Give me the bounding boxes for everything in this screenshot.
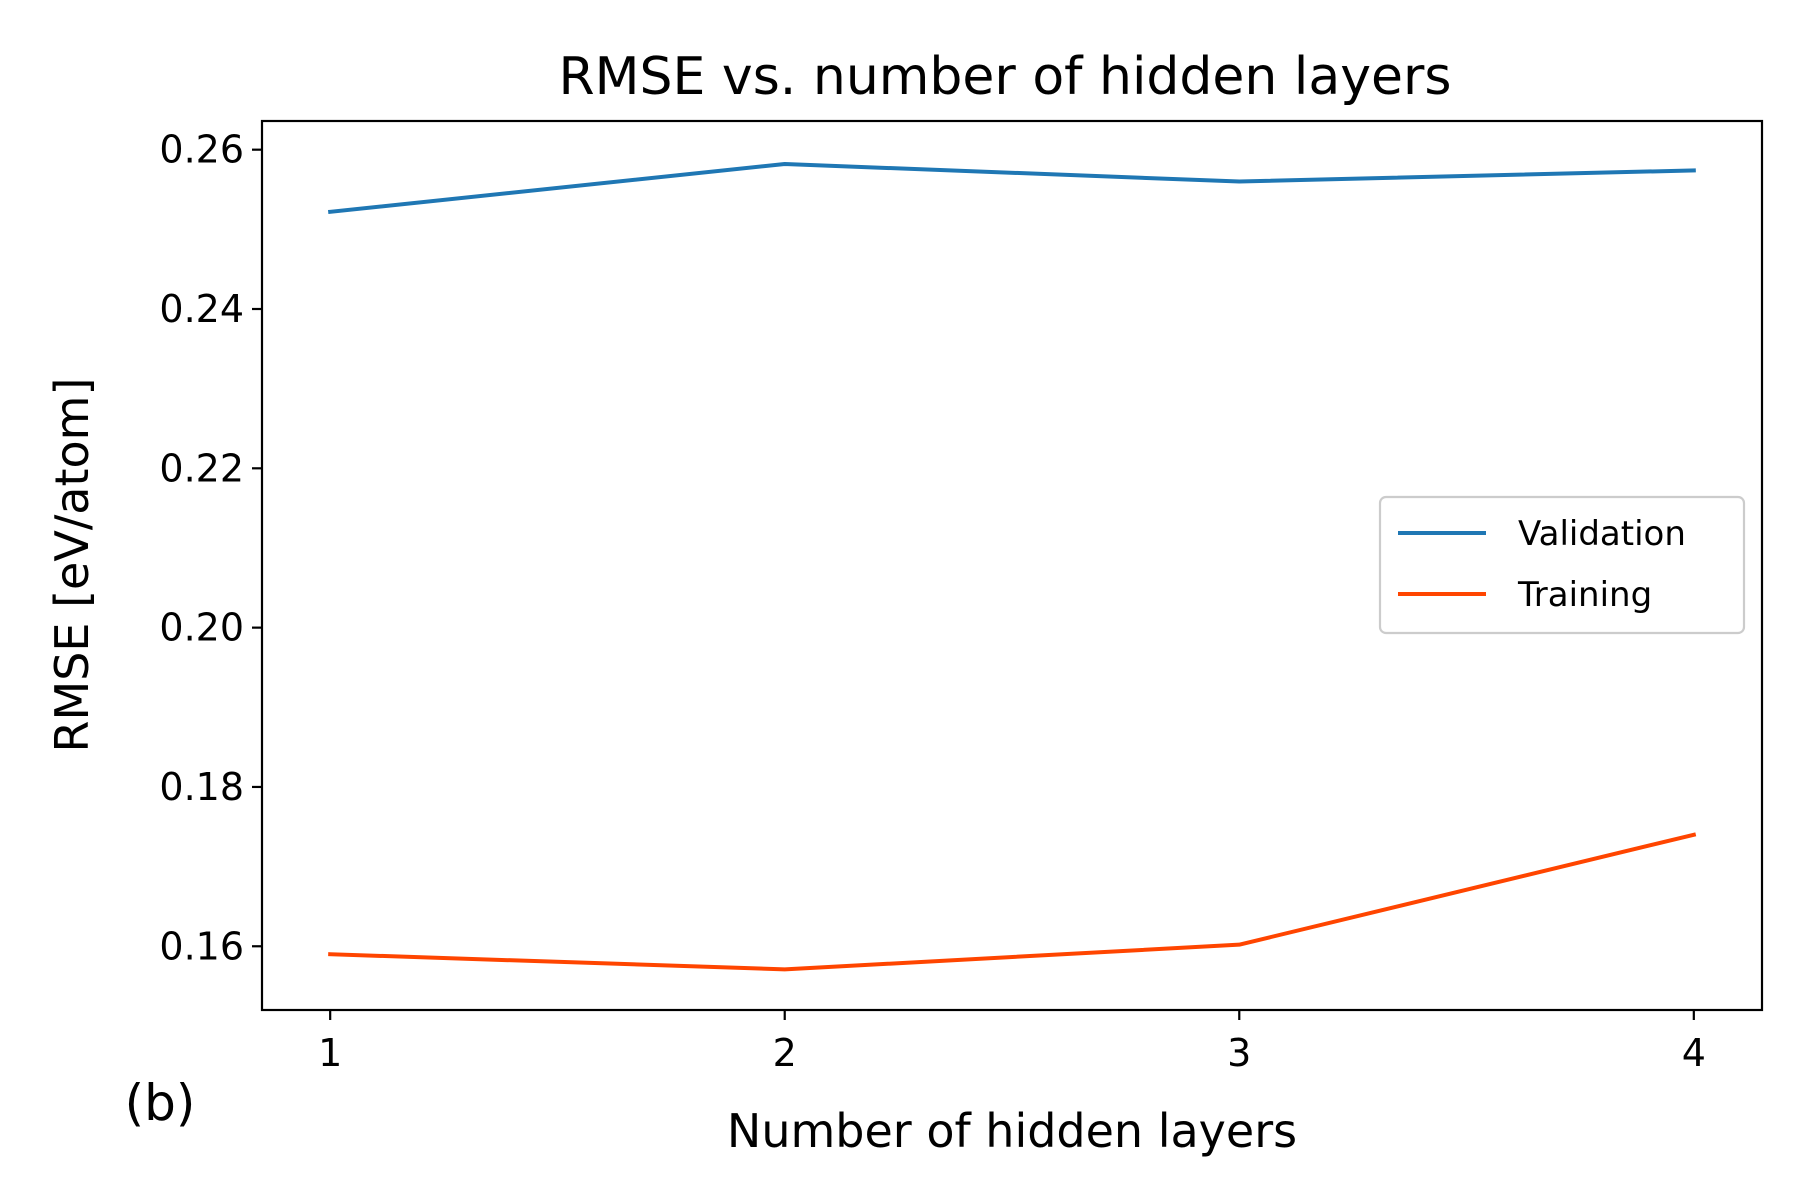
x-tick-label: 3	[1227, 1031, 1251, 1075]
y-tick-label: 0.26	[159, 128, 244, 172]
x-tick-label: 1	[318, 1031, 342, 1075]
y-tick-label: 0.24	[159, 287, 244, 331]
x-tick-label: 4	[1682, 1031, 1706, 1075]
x-axis-label: Number of hidden layers	[727, 1104, 1297, 1158]
x-tick-label: 2	[773, 1031, 797, 1075]
legend-label-training: Training	[1517, 575, 1652, 615]
y-axis-label: RMSE [eV/atom]	[45, 378, 99, 753]
legend: Validation Training	[1380, 497, 1744, 633]
y-tick-label: 0.16	[159, 924, 244, 968]
y-tick-label: 0.20	[159, 606, 244, 650]
y-tick-label: 0.22	[159, 446, 244, 490]
panel-label: (b)	[125, 1074, 196, 1132]
legend-label-validation: Validation	[1518, 514, 1686, 554]
chart-title: RMSE vs. number of hidden layers	[559, 47, 1452, 107]
y-tick-label: 0.18	[159, 765, 244, 809]
